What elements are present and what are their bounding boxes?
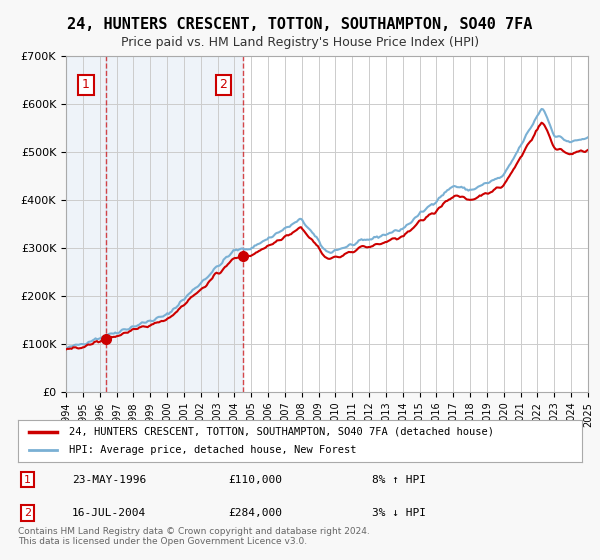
Text: Contains HM Land Registry data © Crown copyright and database right 2024.
This d: Contains HM Land Registry data © Crown c… [18,526,370,546]
HPI: Average price, detached house, New Forest: (2.02e+03, 5.9e+05): Average price, detached house, New Fores… [538,106,545,113]
HPI: Average price, detached house, New Forest: (2.02e+03, 5.25e+05): Average price, detached house, New Fores… [575,137,582,143]
24, HUNTERS CRESCENT, TOTTON, SOUTHAMPTON, SO40 7FA (detached house) [575,148,582,155]
HPI: Average price, detached house, New Forest: (2e+03, 1.48e+05): Average price, detached house, New Fores… [148,318,155,324]
24, HUNTERS CRESCENT, TOTTON, SOUTHAMPTON, SO40 7FA (detached house) [238,254,245,261]
HPI: Average price, detached house, New Forest: (2.02e+03, 4.22e+05): Average price, detached house, New Fores… [445,186,452,193]
Text: 16-JUL-2004: 16-JUL-2004 [72,508,146,518]
Text: £284,000: £284,000 [228,508,282,518]
HPI: Average price, detached house, New Forest: (2.02e+03, 5.31e+05): Average price, detached house, New Fores… [584,134,592,141]
24, HUNTERS CRESCENT, TOTTON, SOUTHAMPTON, SO40 7FA (detached house) [128,326,136,333]
HPI: Average price, detached house, New Forest: (2.01e+03, 2.9e+05): Average price, detached house, New Fores… [328,249,335,256]
HPI: Average price, detached house, New Forest: (1.99e+03, 9.12e+04): Average price, detached house, New Fores… [62,345,70,352]
24, HUNTERS CRESCENT, TOTTON, SOUTHAMPTON, SO40 7FA (detached house) [445,197,452,203]
Text: HPI: Average price, detached house, New Forest: HPI: Average price, detached house, New … [69,445,356,455]
24, HUNTERS CRESCENT, TOTTON, SOUTHAMPTON, SO40 7FA (detached house) [62,346,70,353]
Text: 2: 2 [24,508,31,518]
24, HUNTERS CRESCENT, TOTTON, SOUTHAMPTON, SO40 7FA (detached house) [328,255,335,262]
Text: Price paid vs. HM Land Registry's House Price Index (HPI): Price paid vs. HM Land Registry's House … [121,36,479,49]
Text: 23-MAY-1996: 23-MAY-1996 [72,474,146,484]
Text: 24, HUNTERS CRESCENT, TOTTON, SOUTHAMPTON, SO40 7FA: 24, HUNTERS CRESCENT, TOTTON, SOUTHAMPTO… [67,17,533,32]
Line: 24, HUNTERS CRESCENT, TOTTON, SOUTHAMPTON, SO40 7FA (detached house): 24, HUNTERS CRESCENT, TOTTON, SOUTHAMPTO… [66,123,588,349]
Text: 3% ↓ HPI: 3% ↓ HPI [372,508,426,518]
Text: 1: 1 [82,78,90,91]
24, HUNTERS CRESCENT, TOTTON, SOUTHAMPTON, SO40 7FA (detached house) [148,321,155,328]
Text: 8% ↑ HPI: 8% ↑ HPI [372,474,426,484]
HPI: Average price, detached house, New Forest: (2e+03, 2.99e+05): Average price, detached house, New Fores… [238,245,245,252]
Text: £110,000: £110,000 [228,474,282,484]
Text: 24, HUNTERS CRESCENT, TOTTON, SOUTHAMPTON, SO40 7FA (detached house): 24, HUNTERS CRESCENT, TOTTON, SOUTHAMPTO… [69,427,494,437]
Text: 1: 1 [24,474,31,484]
24, HUNTERS CRESCENT, TOTTON, SOUTHAMPTON, SO40 7FA (detached house) [584,147,592,153]
Line: HPI: Average price, detached house, New Forest: HPI: Average price, detached house, New … [66,109,588,348]
Text: 2: 2 [220,78,227,91]
Bar [66,56,106,392]
HPI: Average price, detached house, New Forest: (2e+03, 1.37e+05): Average price, detached house, New Fores… [128,323,136,330]
Bar [106,56,244,392]
24, HUNTERS CRESCENT, TOTTON, SOUTHAMPTON, SO40 7FA (detached house) [538,119,545,126]
